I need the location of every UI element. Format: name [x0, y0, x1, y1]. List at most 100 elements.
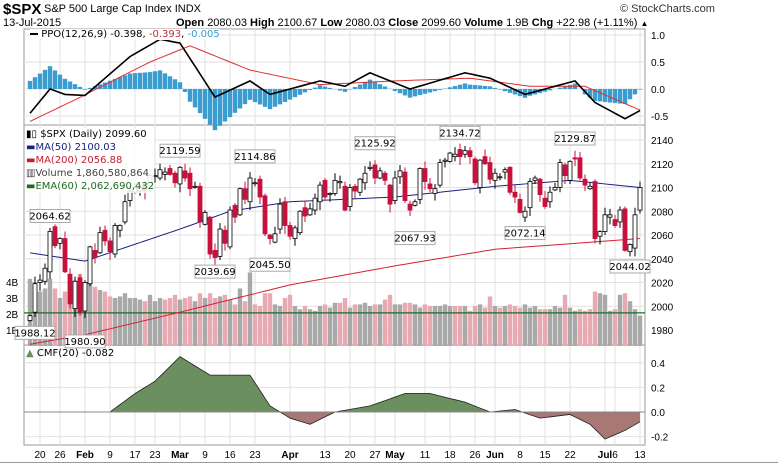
ppo-histogram-bar [557, 87, 563, 89]
volume-bar [557, 307, 563, 346]
ppo-histogram-bar [512, 89, 518, 95]
cmf-area-segment [435, 394, 440, 412]
cmf-area-segment [130, 393, 135, 412]
x-tick-label: 8 [517, 450, 523, 461]
volume-bar [242, 301, 248, 346]
ppo-histogram-bar [452, 86, 458, 89]
candle-body [82, 282, 88, 312]
volume-bar [412, 304, 418, 346]
candle-body [512, 191, 518, 198]
volume-bar [322, 304, 328, 346]
volume-bar [132, 298, 138, 346]
candle-body [592, 181, 598, 239]
legend-ma50: ▬MA(50) 2100.03 [26, 142, 116, 153]
security-name: S&P 500 Large Cap Index INDX [44, 3, 201, 15]
volume-bar [597, 293, 603, 346]
candle-body [187, 172, 193, 190]
cmf-area-segment [295, 412, 300, 422]
candle-body [322, 179, 328, 198]
candle-body [432, 188, 438, 194]
candle-body [157, 169, 163, 179]
cmf-area-segment [380, 400, 385, 412]
volume-bar [537, 309, 543, 346]
candle-body [337, 181, 343, 184]
cmf-area-segment [615, 412, 620, 435]
volume-bar [332, 302, 338, 346]
price-annotation: 2119.59 [159, 146, 200, 157]
cmf-area-segment [160, 371, 165, 412]
volume-bar [517, 307, 523, 346]
cmf-area-segment [595, 412, 600, 435]
candle [32, 276, 38, 317]
ppo-histogram-bar [222, 89, 228, 122]
ppo-histogram-bar [172, 79, 178, 89]
x-tick-label: 23 [149, 450, 161, 461]
ppo-histogram-bar [277, 89, 283, 105]
legend-ema60: ▬EMA(60) 2,062,690,432 [26, 181, 155, 192]
candle [592, 179, 598, 244]
candle-body [387, 184, 393, 205]
candle-body [277, 203, 283, 230]
ppo-histogram-bar [622, 89, 628, 105]
candle [227, 206, 233, 250]
x-tick-label: 20 [344, 450, 356, 461]
volume-bar [632, 309, 638, 346]
candle [602, 207, 608, 235]
candle-body [467, 150, 473, 158]
high-label: High [250, 17, 275, 29]
volume-bar [122, 293, 128, 346]
ppo-histogram-bar [262, 89, 268, 107]
candle [162, 167, 168, 181]
candle [312, 193, 318, 215]
x-tick-label: 6 [612, 450, 618, 461]
cmf-area-segment [560, 412, 565, 416]
volume-bar [192, 301, 198, 346]
candle-body [567, 160, 573, 181]
cmf-area-segment [135, 390, 140, 412]
candle-body [52, 226, 58, 247]
candle [352, 183, 358, 200]
candle [572, 150, 578, 167]
ppo-histogram-bar [42, 69, 48, 89]
candle [432, 183, 438, 201]
ppo-histogram-bar [357, 84, 363, 89]
candle [182, 163, 188, 182]
volume-bar [452, 306, 458, 346]
quote-summary: Open 2080.03 High 2100.67 Low 2080.03 Cl… [176, 17, 648, 29]
ppo-histogram-bar [567, 84, 573, 89]
candle-body [547, 191, 553, 203]
cmf-area-segment [630, 412, 635, 428]
volume-bar [422, 304, 428, 346]
exchange: INDX [174, 3, 201, 15]
x-tick-label: 22 [564, 450, 576, 461]
candle [317, 181, 323, 211]
candle-body [297, 210, 303, 234]
candle [167, 164, 173, 176]
volume-bar [482, 307, 488, 346]
candle [387, 183, 393, 213]
ppo-histogram-bar [462, 83, 468, 89]
ppo-histogram-bar [322, 86, 328, 89]
price-annotation: 2125.92 [354, 139, 395, 150]
candle-body [397, 170, 403, 178]
candle [437, 159, 443, 188]
candle-body [87, 246, 93, 285]
ppo-histogram-bar [417, 89, 423, 96]
candle [192, 181, 198, 189]
price-annotation-box [29, 209, 71, 224]
candle [47, 227, 53, 279]
candle [187, 167, 193, 196]
volume-bar [267, 293, 273, 346]
volume-bar [352, 304, 358, 346]
ppo-histogram-bar [167, 76, 173, 89]
cmf-legend: ▲ CMF(20) -0.082 [26, 348, 114, 359]
cmf-legend-text: CMF(20) -0.082 [36, 348, 115, 359]
volume-bar [272, 304, 278, 346]
volume-bar [382, 299, 388, 346]
candle [197, 182, 203, 228]
ppo-histogram-bar [337, 89, 343, 91]
cmf-area-segment [175, 356, 180, 412]
price-annotation: 2039.69 [194, 267, 235, 278]
ppo-histogram-bar [342, 89, 348, 92]
cmf-area-segment [155, 376, 160, 412]
